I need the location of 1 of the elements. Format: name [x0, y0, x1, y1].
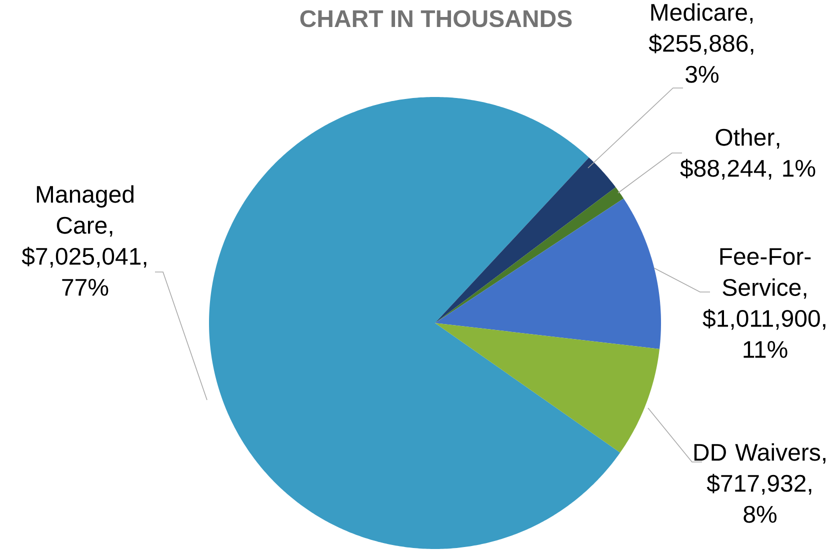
chart-title: CHART IN THOUSANDS: [300, 10, 572, 28]
